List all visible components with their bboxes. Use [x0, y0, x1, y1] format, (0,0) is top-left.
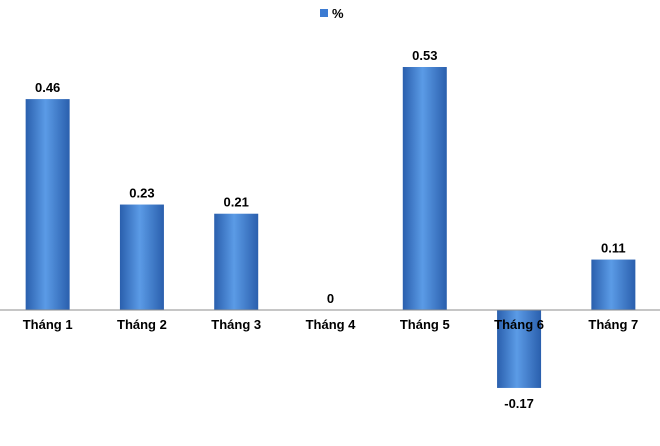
bars: [25, 67, 636, 388]
data-label: 0.46: [35, 80, 60, 95]
x-tick-label: Tháng 1: [23, 317, 73, 332]
x-tick-label: Tháng 4: [306, 317, 357, 332]
data-label: -0.17: [504, 396, 534, 411]
x-tick-labels: Tháng 1 Tháng 2 Tháng 3 Tháng 4 Tháng 5 Tháng…: [23, 317, 639, 332]
x-tick-label: Tháng 3: [211, 317, 261, 332]
data-label: 0.53: [412, 48, 437, 63]
data-label: 0: [327, 291, 334, 306]
bar-3: [214, 213, 259, 310]
bar-7: [591, 259, 636, 310]
data-label: 0.11: [601, 241, 626, 256]
bar-2: [119, 204, 164, 310]
data-label: 0.23: [129, 186, 154, 201]
x-tick-label: Tháng 7: [588, 317, 638, 332]
bar-6: [497, 310, 542, 388]
x-tick-label: Tháng 6: [494, 317, 544, 332]
legend-swatch: [320, 9, 328, 17]
x-tick-label: Tháng 2: [117, 317, 167, 332]
data-labels: 0.46 0.23 0.21 0 0.53 -0.17 0.11: [35, 48, 626, 411]
x-tick-label: Tháng 5: [400, 317, 450, 332]
legend-label: %: [332, 6, 344, 21]
bar-5: [402, 67, 447, 310]
legend: %: [320, 6, 344, 21]
bar-1: [25, 99, 70, 311]
data-label: 0.21: [224, 195, 249, 210]
